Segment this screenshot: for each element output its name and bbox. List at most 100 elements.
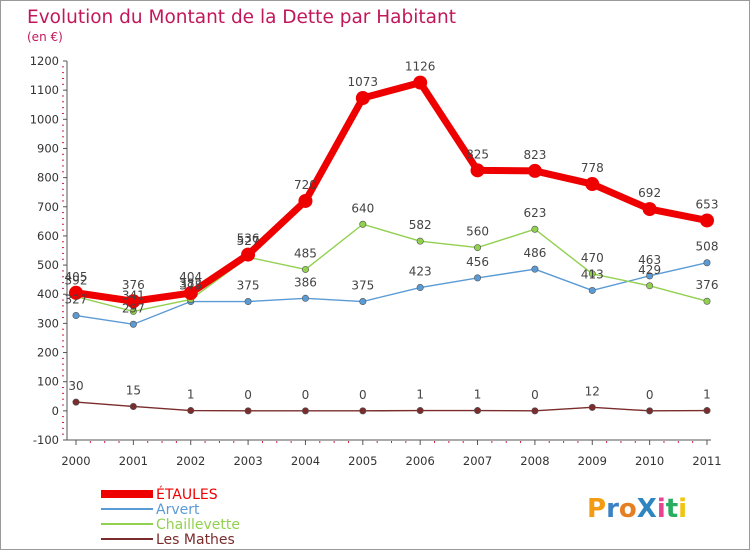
y-tick-label: 700 <box>37 200 59 214</box>
logo-text: ProXiti <box>587 494 687 524</box>
data-point <box>126 294 141 309</box>
data-label: 463 <box>638 253 661 267</box>
data-point <box>359 298 367 306</box>
series-les-mathes <box>72 398 711 415</box>
data-label: 720 <box>294 178 317 192</box>
data-point <box>531 407 539 415</box>
data-label: 30 <box>68 379 83 393</box>
x-tick-label: 2004 <box>291 454 320 468</box>
data-label: 582 <box>409 218 432 232</box>
data-point <box>69 285 83 300</box>
series-layer <box>69 75 714 415</box>
data-label: 423 <box>409 265 432 279</box>
y-tick-label: 600 <box>37 229 59 243</box>
data-point <box>301 265 309 273</box>
data-point <box>241 247 256 262</box>
proxiti-logo: ProXiti <box>587 494 687 524</box>
data-point <box>129 320 137 328</box>
data-label: 0 <box>244 388 252 402</box>
chart-title: Evolution du Montant de la Dette par Hab… <box>27 7 456 28</box>
data-label: 413 <box>581 267 604 281</box>
y-tick-label: 0 <box>52 404 59 418</box>
legend-label: Arvert <box>156 502 200 518</box>
data-point <box>187 407 195 415</box>
data-point <box>588 286 596 294</box>
data-label: 405 <box>65 270 88 284</box>
data-point <box>470 163 485 178</box>
logo-letter: P <box>587 494 606 524</box>
data-point <box>531 265 539 273</box>
data-label: 376 <box>122 278 145 292</box>
data-point <box>588 403 596 411</box>
data-label: 386 <box>294 275 317 289</box>
data-point <box>244 407 252 415</box>
data-label: 692 <box>638 186 661 200</box>
data-label: 653 <box>696 197 719 211</box>
x-tick-label: 2003 <box>233 454 262 468</box>
data-label: 327 <box>65 293 88 307</box>
logo-letter: i <box>678 494 687 524</box>
data-point <box>301 407 309 415</box>
y-tick-label: 1100 <box>30 83 59 97</box>
x-tick-label: 2010 <box>635 454 664 468</box>
logo-letter: t <box>666 494 678 524</box>
series-line <box>75 262 708 325</box>
data-label: 560 <box>466 225 489 239</box>
data-label: 485 <box>294 246 317 260</box>
logo-letter: X <box>637 494 657 524</box>
x-tick-label: 2001 <box>119 454 148 468</box>
y-tick-label: 400 <box>37 287 59 301</box>
data-point <box>703 259 711 267</box>
x-tick-label: 2002 <box>176 454 205 468</box>
data-point <box>646 282 654 290</box>
data-label: 0 <box>302 388 310 402</box>
data-labels-layer: 30 15 1 0 0 0 1 1 0 12 0 1 327 297 375 375 386 375 423 456 4… <box>65 60 719 402</box>
y-tick-label: 1000 <box>30 112 59 126</box>
data-label: 404 <box>179 270 202 284</box>
y-tick-label: 900 <box>37 141 59 155</box>
data-point <box>183 286 198 301</box>
data-point <box>416 284 424 292</box>
chart-axes: -100010020030040050060070080090010001100… <box>30 54 722 468</box>
data-label: 375 <box>351 279 374 293</box>
data-point <box>646 272 654 280</box>
data-label: 536 <box>237 232 260 246</box>
logo-letter: r <box>606 494 619 524</box>
data-label: 429 <box>638 263 661 277</box>
data-point <box>703 407 711 415</box>
data-point <box>642 202 657 217</box>
data-label: 1 <box>474 388 482 402</box>
data-label: 508 <box>696 240 719 254</box>
data-point <box>703 297 711 305</box>
legend-label: Les Mathes <box>156 532 235 548</box>
data-label: 527 <box>237 234 260 248</box>
series-line <box>75 401 708 412</box>
data-label: 1 <box>187 388 195 402</box>
data-label: 0 <box>646 388 654 402</box>
data-label: 1073 <box>348 75 379 89</box>
y-tick-label: 800 <box>37 171 59 185</box>
data-label: 15 <box>126 383 141 397</box>
data-label: 1 <box>703 388 711 402</box>
data-point <box>700 213 714 228</box>
data-label: 778 <box>581 161 604 175</box>
data-point <box>301 294 309 302</box>
data-label: 825 <box>466 147 489 161</box>
x-tick-label: 2008 <box>520 454 549 468</box>
data-label: 623 <box>523 206 546 220</box>
data-point <box>585 177 600 192</box>
data-point <box>416 407 424 415</box>
data-point <box>355 91 370 106</box>
x-tick-label: 2006 <box>406 454 435 468</box>
data-point <box>298 193 313 208</box>
x-tick-label: 2000 <box>61 454 90 468</box>
data-point <box>646 407 654 415</box>
data-label: 376 <box>696 278 719 292</box>
data-label: 823 <box>523 148 546 162</box>
data-label: 1126 <box>405 60 436 74</box>
data-point <box>413 75 428 90</box>
data-point <box>416 237 424 245</box>
